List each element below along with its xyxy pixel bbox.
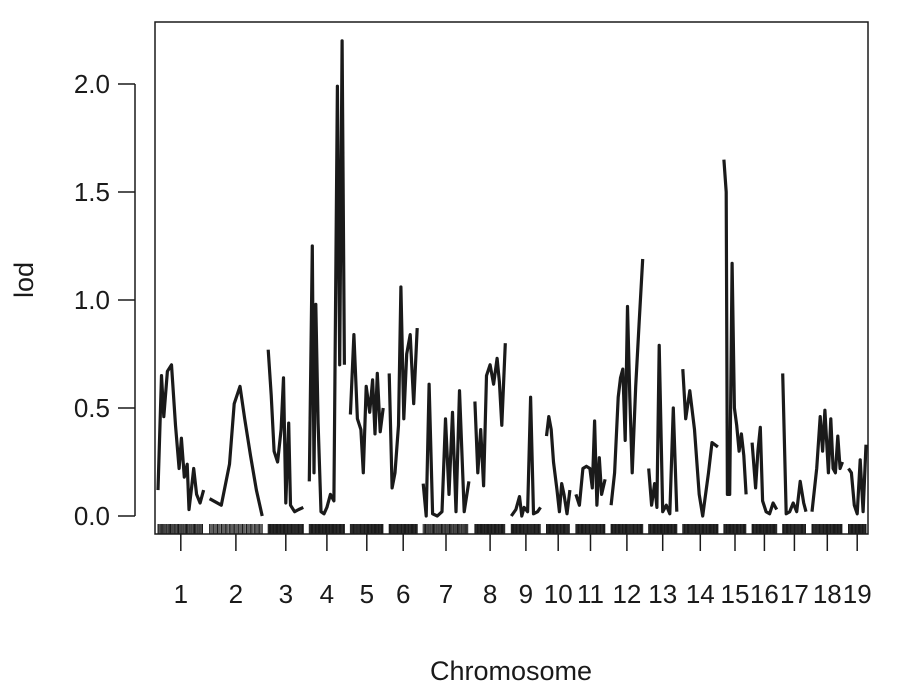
lod-curve-chr16 bbox=[750, 425, 779, 516]
lod-curve-chr14 bbox=[681, 369, 719, 518]
y-tick-label: 2.0 bbox=[74, 69, 110, 99]
x-axis: 1 2 3 4 5 6 7 8 9 10 11 12 13 14 15 16 17 18 19 bbox=[174, 534, 872, 609]
lod-curve-chr3 bbox=[266, 349, 304, 514]
lod-curve-chr10 bbox=[544, 415, 572, 516]
lod-curve-chr15 bbox=[722, 159, 748, 496]
lod-curves bbox=[156, 39, 868, 518]
y-tick-label: 0.0 bbox=[74, 501, 110, 531]
x-tick-label-chr12: 12 bbox=[612, 579, 641, 609]
lod-curve-chr1 bbox=[156, 363, 206, 512]
x-tick-label-chr17: 17 bbox=[780, 579, 809, 609]
y-axis: 0.0 0.5 1.0 1.5 2.0 bbox=[74, 69, 136, 531]
lod-curve-chr19 bbox=[847, 444, 868, 516]
x-axis-title: Chromosome bbox=[430, 656, 592, 682]
lod-curve-chr18 bbox=[810, 408, 845, 512]
lod-curve-chr6 bbox=[387, 285, 419, 490]
x-tick-label-chr13: 13 bbox=[648, 579, 677, 609]
lod-curve-chr8 bbox=[473, 343, 507, 488]
x-tick-label-chr19: 19 bbox=[843, 579, 872, 609]
x-tick-label-chr18: 18 bbox=[813, 579, 842, 609]
y-axis-title: lod bbox=[9, 262, 39, 298]
lod-curve-chr2 bbox=[208, 384, 264, 517]
x-tick-label-chr11: 11 bbox=[577, 579, 604, 609]
x-tick-label-chr3: 3 bbox=[279, 579, 293, 609]
marker-rug bbox=[157, 524, 867, 534]
x-tick-label-chr8: 8 bbox=[483, 579, 497, 609]
lod-curve-chr17 bbox=[781, 373, 808, 516]
lod-curve-chr5 bbox=[348, 333, 385, 475]
lod-curve-chr9 bbox=[509, 395, 542, 518]
y-tick-label: 0.5 bbox=[74, 393, 110, 423]
x-tick-label-chr16: 16 bbox=[750, 579, 779, 609]
x-tick-label-chr2: 2 bbox=[229, 579, 243, 609]
x-tick-label-chr15: 15 bbox=[721, 579, 750, 609]
x-tick-label-chr10: 10 bbox=[544, 579, 573, 609]
x-tick-label-chr5: 5 bbox=[360, 579, 374, 609]
x-tick-label-chr4: 4 bbox=[320, 579, 334, 609]
x-tick-label-chr14: 14 bbox=[686, 579, 715, 609]
lod-curve-chr12 bbox=[609, 258, 645, 506]
lod-curve-chr13 bbox=[647, 343, 679, 516]
x-tick-label-chr1: 1 bbox=[174, 579, 188, 609]
lod-curve-chr11 bbox=[574, 419, 607, 507]
y-tick-label: 1.5 bbox=[74, 177, 110, 207]
y-tick-label: 1.0 bbox=[74, 285, 110, 315]
x-tick-label-chr7: 7 bbox=[439, 579, 453, 609]
lod-curve-chr4 bbox=[307, 39, 346, 516]
x-tick-label-chr9: 9 bbox=[519, 579, 533, 609]
plot-frame bbox=[154, 21, 869, 535]
x-tick-label-chr6: 6 bbox=[396, 579, 410, 609]
lod-curve-chr7 bbox=[421, 382, 471, 518]
